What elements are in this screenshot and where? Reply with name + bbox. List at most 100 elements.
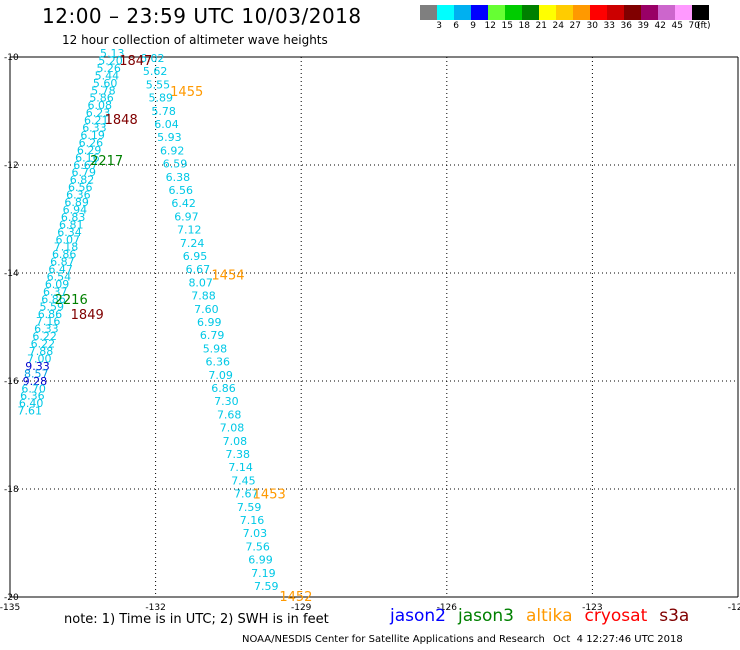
wave-height-value: 7.14 xyxy=(228,461,253,474)
wave-height-value: 6.22 xyxy=(31,338,56,351)
wave-height-value: 6.79 xyxy=(72,166,97,179)
wave-height-value: 7.38 xyxy=(226,448,251,461)
wave-height-value: 6.38 xyxy=(166,171,191,184)
wave-height-value: 6.99 xyxy=(248,554,272,567)
wave-height-value: 6.94 xyxy=(63,203,87,216)
legend-jason2: jason2 xyxy=(390,606,446,626)
color-scale-swatch xyxy=(692,5,709,20)
map-title: 12:00 – 23:59 UTC 10/03/2018 xyxy=(42,4,362,28)
pass-time-label: 1455 xyxy=(170,85,203,100)
wave-height-value: 6.56 xyxy=(169,184,194,197)
color-scale-label: 42 xyxy=(654,21,666,31)
wave-height-value: 6.54 xyxy=(47,271,72,284)
wave-height-value: 6.86 xyxy=(52,248,77,261)
wave-height-value: 7.16 xyxy=(36,315,61,328)
wave-height-value: 7.61 xyxy=(18,405,42,418)
color-scale-label: 15 xyxy=(501,21,513,31)
wave-height-value: 6.79 xyxy=(200,329,225,342)
wave-height-value: 6.36 xyxy=(66,189,91,202)
wave-height-value: 5.55 xyxy=(146,78,171,91)
wave-height-value: 6.40 xyxy=(19,397,44,410)
wave-height-value: 7.60 xyxy=(194,303,219,316)
wave-height-value: 6.29 xyxy=(77,144,102,157)
wave-height-value: 6.26 xyxy=(79,136,104,149)
latitude-tick-label: -10 xyxy=(4,53,19,63)
wave-height-value: 5.78 xyxy=(91,84,116,97)
wave-height-value: 6.86 xyxy=(211,382,236,395)
wave-height-value: 7.45 xyxy=(231,474,256,487)
color-scale-unit: (ft) xyxy=(697,21,711,31)
pass-time-label: 1849 xyxy=(71,308,104,323)
wave-height-value: 6.47 xyxy=(48,263,73,276)
wave-height-value: 6.36 xyxy=(206,356,231,369)
color-scale-label: 18 xyxy=(518,21,530,31)
color-scale-swatch xyxy=(505,5,522,20)
color-scale-swatch xyxy=(658,5,675,20)
wave-height-value: 7.18 xyxy=(54,241,79,254)
wave-height-value: 9.28 xyxy=(23,375,48,388)
footer-note: note: 1) Time is in UTC; 2) SWH is in fe… xyxy=(64,612,329,627)
wave-height-value: 6.99 xyxy=(197,316,222,329)
wave-height-value: 6.89 xyxy=(64,196,89,209)
wave-height-value: 6.92 xyxy=(160,144,185,157)
color-scale-swatch xyxy=(488,5,505,20)
map-subtitle: 12 hour collection of altimeter wave hei… xyxy=(62,33,328,47)
wave-height-value: 6.67 xyxy=(73,159,98,172)
color-scale-label: 33 xyxy=(603,21,615,31)
color-scale-swatch xyxy=(437,5,454,20)
color-scale-swatch xyxy=(590,5,607,20)
color-scale-label: 24 xyxy=(552,21,564,31)
latitude-tick-label: -20 xyxy=(4,593,19,603)
longitude-tick-label: -126 xyxy=(437,603,458,613)
satellite-legend: jason2 jason3 altika cryosat s3a xyxy=(390,606,701,626)
wave-height-value: 7.09 xyxy=(208,369,233,382)
latitude-tick-label: -12 xyxy=(4,161,19,171)
wave-height-value: 6.19 xyxy=(80,129,105,142)
wave-height-value: 5.86 xyxy=(89,92,114,105)
wave-height-value: 5.78 xyxy=(151,105,176,118)
wave-height-value: 5.98 xyxy=(203,342,228,355)
wave-height-value: 6.86 xyxy=(38,308,63,321)
legend-cryosat: cryosat xyxy=(584,606,648,626)
wave-height-color-scale xyxy=(420,5,709,20)
generated-timestamp: Oct 4 12:27:46 UTC 2018 xyxy=(553,634,683,645)
wave-height-value: 6.16 xyxy=(75,151,100,164)
wave-height-value: 6.07 xyxy=(56,233,81,246)
wave-height-value: 7.12 xyxy=(177,224,202,237)
wave-height-value: 6.37 xyxy=(43,285,68,298)
wave-height-value: 7.30 xyxy=(214,395,239,408)
wave-height-value: 5.62 xyxy=(143,65,168,78)
wave-height-value: 5.89 xyxy=(149,92,174,105)
color-scale-label: 12 xyxy=(484,21,496,31)
color-scale-label: 9 xyxy=(470,21,476,31)
wave-height-value: 7.08 xyxy=(223,435,248,448)
longitude-tick-label: -120 xyxy=(728,603,740,613)
wave-height-value: 8.07 xyxy=(188,276,213,289)
color-scale-label: 27 xyxy=(569,21,581,31)
wave-height-value: 5.26 xyxy=(96,62,121,75)
color-scale-swatch xyxy=(675,5,692,20)
wave-height-value: 7.59 xyxy=(254,580,279,593)
wave-height-value: 5.60 xyxy=(93,77,118,90)
wave-height-value: 6.86 xyxy=(41,293,65,306)
wave-height-value: 7.59 xyxy=(237,501,262,514)
wave-height-value: 7.08 xyxy=(220,422,245,435)
color-scale-swatch xyxy=(420,5,437,20)
latitude-tick-label: -14 xyxy=(4,269,19,279)
wave-height-value: 6.59 xyxy=(163,158,188,171)
color-scale-swatch xyxy=(641,5,658,20)
latitude-tick-label: -18 xyxy=(4,485,19,495)
longitude-tick-label: -123 xyxy=(582,603,602,613)
wave-height-value: 5.13 xyxy=(100,47,125,60)
color-scale-labels: 3 6 9 12 15 18 21 24 27 30 33 36 39 42 45 70 (ft) xyxy=(420,21,740,35)
wave-height-value: 6.67 xyxy=(186,263,211,276)
legend-s3a: s3a xyxy=(659,606,690,626)
wave-height-value: 6.36 xyxy=(20,390,45,403)
pass-time-label: 2217 xyxy=(90,154,123,169)
color-scale-swatch xyxy=(522,5,539,20)
color-scale-label: 39 xyxy=(637,21,649,31)
color-scale-swatch xyxy=(539,5,556,20)
wave-height-value: 6.87 xyxy=(50,256,75,269)
color-scale-swatch xyxy=(573,5,590,20)
